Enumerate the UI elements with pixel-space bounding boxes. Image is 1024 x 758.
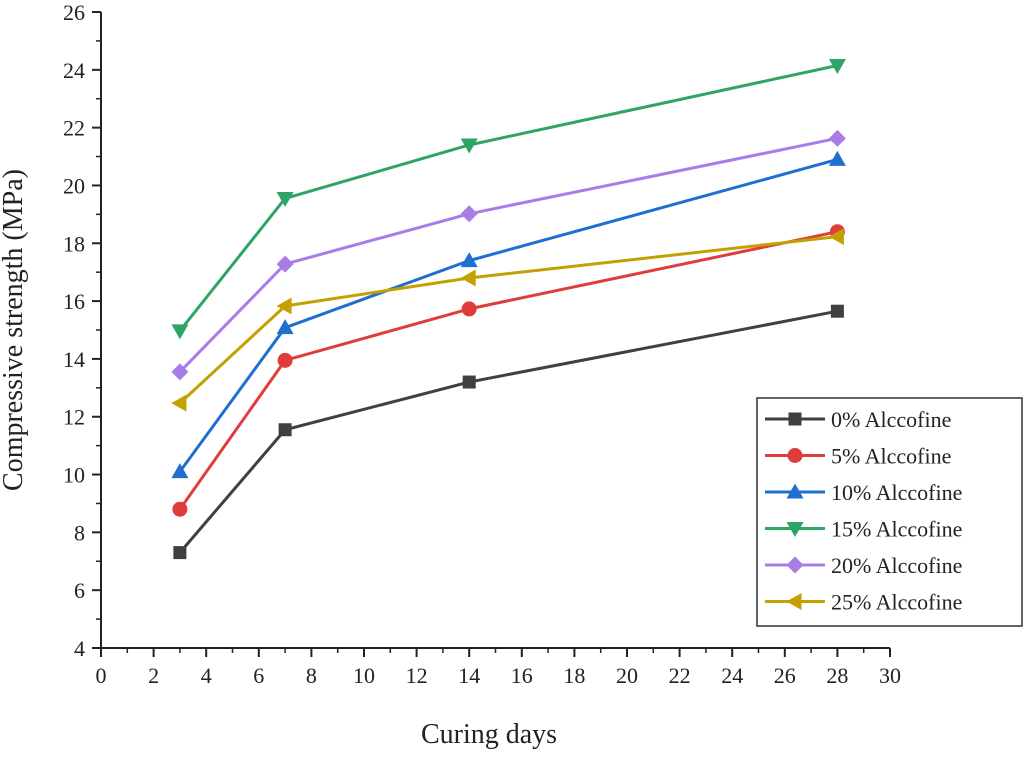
y-axis-title: Compressive strength (MPa) [0,169,29,491]
legend-box [756,397,1023,627]
data-point [171,363,189,381]
y-tick-label: 10 [63,463,85,488]
x-axis-title: Curing days [421,719,557,750]
x-tick-label: 8 [306,663,317,688]
data-point [830,304,844,318]
axes: 0 2 4 6 8 10 12 14 16 18 20 22 24 26 28 304681012141618… [63,0,901,688]
x-tick-label: 4 [201,663,212,688]
x-tick-label: 6 [253,663,264,688]
y-tick-label: 6 [74,578,85,603]
legend-item: 10% Alccofine [765,480,962,505]
data-point [460,138,478,154]
series-line [178,136,838,373]
series-0 [173,304,844,560]
series-line [178,235,838,405]
series-line [178,157,838,473]
x-tick-label: 24 [721,663,743,688]
x-tick-label: 10 [353,663,375,688]
data-point [278,423,292,437]
data-point [460,252,478,268]
data-point [460,269,476,287]
legend-item: 5% Alccofine [765,444,951,469]
legend: 0% Alccofine 5% Alccofine 10% Alccofine 15%… [756,397,1023,627]
data-point [276,255,294,273]
data-point [462,375,476,389]
data-point [828,58,846,74]
x-tick-label: 20 [616,663,638,688]
y-tick-label: 14 [63,347,85,372]
y-tick-label: 20 [63,173,85,198]
series-line [178,230,838,511]
data-point [828,150,846,166]
legend-marker [788,412,802,426]
x-tick-label: 2 [148,663,159,688]
data-point [171,324,189,340]
data-point [460,205,478,223]
legend-label: 15% Alccofine [831,517,962,542]
data-point [276,191,294,207]
x-tick-label: 0 [96,663,107,688]
series-4 [171,129,846,381]
data-point [173,546,187,560]
data-point [461,301,477,317]
x-tick-label: 22 [669,663,691,688]
data-point [171,394,187,412]
data-point [171,463,189,479]
x-tick-label: 12 [406,663,428,688]
y-tick-label: 16 [63,289,85,314]
x-tick-label: 28 [826,663,848,688]
data-point [276,297,292,315]
series-2 [171,150,846,479]
legend-marker [786,522,804,537]
legend-item: 25% Alccofine [765,590,962,615]
legend-label: 5% Alccofine [831,444,951,469]
y-tick-label: 4 [74,636,85,661]
legend-marker [786,483,804,499]
legend-label: 0% Alccofine [831,407,951,432]
legend-label: 20% Alccofine [831,553,962,578]
y-tick-label: 12 [63,405,85,430]
series-3 [171,58,846,340]
x-tick-label: 14 [458,663,480,688]
x-tick-label: 26 [774,663,796,688]
data-point [172,501,188,517]
legend-marker [786,593,802,610]
series-group [171,58,846,560]
data-point [828,129,846,147]
legend-item: 15% Alccofine [765,517,962,542]
legend-marker [787,448,803,463]
x-tick-label: 30 [879,663,901,688]
data-point [828,228,844,246]
y-tick-label: 26 [63,0,85,25]
series-line [178,64,838,332]
series-1 [172,224,845,517]
y-tick-label: 22 [63,116,85,141]
series-line [178,309,838,554]
legend-item: 20% Alccofine [765,553,962,578]
x-tick-label: 18 [563,663,585,688]
y-tick-label: 24 [63,58,85,83]
data-point [277,352,293,368]
x-tick-label: 16 [511,663,533,688]
legend-marker [786,556,804,574]
series-5 [171,228,844,412]
legend-label: 25% Alccofine [831,590,962,615]
legend-label: 10% Alccofine [831,480,962,505]
legend-item: 0% Alccofine [765,407,951,432]
data-point [276,319,294,335]
y-tick-label: 18 [63,231,85,256]
y-tick-label: 8 [74,520,85,545]
